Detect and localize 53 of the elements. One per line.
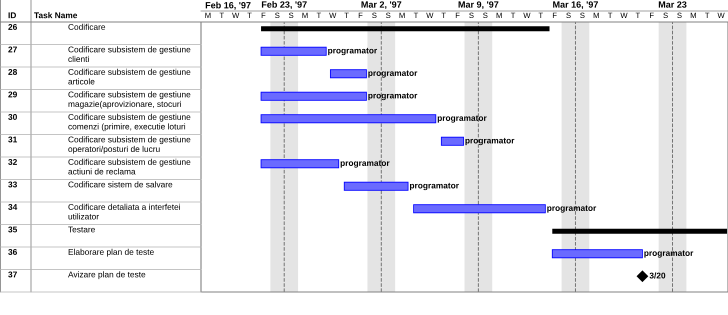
x-tick-label: Mar 16, '97 xyxy=(553,1,598,10)
text: 36 xyxy=(8,249,17,255)
y-tick-label: Codificare xyxy=(68,24,106,30)
data-label: programator xyxy=(368,92,418,100)
y-tick-label: Elaborare plan de teste xyxy=(68,248,154,257)
data-label: programator xyxy=(410,182,459,190)
y-tick-label: Codificare subsistem de gestiune operatori/posturi de lucru xyxy=(68,136,190,154)
y-tick-label: Codificare sistem de salvare xyxy=(68,181,172,188)
y-tick-label: Codificare subsistem de gestiune actiuni de reclama xyxy=(68,158,190,174)
text: 26 xyxy=(8,24,17,30)
y-tick-label: Codificare subsistem de gestiune comenzi (primire, executie loturi xyxy=(68,114,190,132)
data-label: programator xyxy=(340,160,390,168)
x-tick-label: Feb 23, '97 xyxy=(262,1,307,10)
bar xyxy=(260,92,367,101)
text: 33 xyxy=(8,182,17,188)
bar xyxy=(260,159,340,168)
bar xyxy=(440,136,464,146)
bar xyxy=(330,69,367,78)
y-tick-label: Codificare subsistem de gestiune articole xyxy=(68,68,190,84)
bar xyxy=(260,46,327,56)
text: Feb 16, '97 xyxy=(206,2,251,10)
data-label: 3/20 xyxy=(650,272,666,279)
y-tick-label: Codificare subsistem de gestiune magazie(aprovizionare, stocuri xyxy=(68,91,190,109)
y-tick-label: Codificare detaliata a interfetei utilizator xyxy=(68,204,180,220)
data-label: programator xyxy=(328,48,378,56)
bar xyxy=(552,228,728,234)
data-label: programator xyxy=(644,250,694,258)
bar xyxy=(261,26,550,32)
y-tick-label: Avizare plan de teste xyxy=(68,271,146,280)
text: 30 xyxy=(8,114,17,120)
y-axis-title: Task Name xyxy=(34,12,78,18)
x-tick-label: Mar 23 xyxy=(658,1,687,8)
x-tick-label: Mar 9, '97 xyxy=(458,1,498,10)
y-tick-label: Codificare subsistem de gestiune clienti xyxy=(68,46,190,62)
x-tick-label: Mar 2, '97 xyxy=(362,1,402,10)
data-label: programator xyxy=(547,205,596,213)
text: 35 xyxy=(8,226,18,232)
text: 27 xyxy=(8,46,17,52)
data-label: programator xyxy=(368,70,418,78)
bar xyxy=(260,114,436,124)
bar xyxy=(413,204,546,214)
text: 32 xyxy=(8,159,17,165)
bar xyxy=(552,249,643,258)
text: 34 xyxy=(8,204,18,210)
bar xyxy=(344,182,408,191)
text: 28 xyxy=(8,69,18,75)
data-label: programator xyxy=(438,115,487,123)
text: 29 xyxy=(8,92,17,98)
y-tick-label: Testare xyxy=(68,226,95,232)
data-label: programator xyxy=(465,138,514,146)
text: ID xyxy=(8,12,16,18)
text: 37 xyxy=(8,272,17,278)
text: 31 xyxy=(8,136,18,142)
